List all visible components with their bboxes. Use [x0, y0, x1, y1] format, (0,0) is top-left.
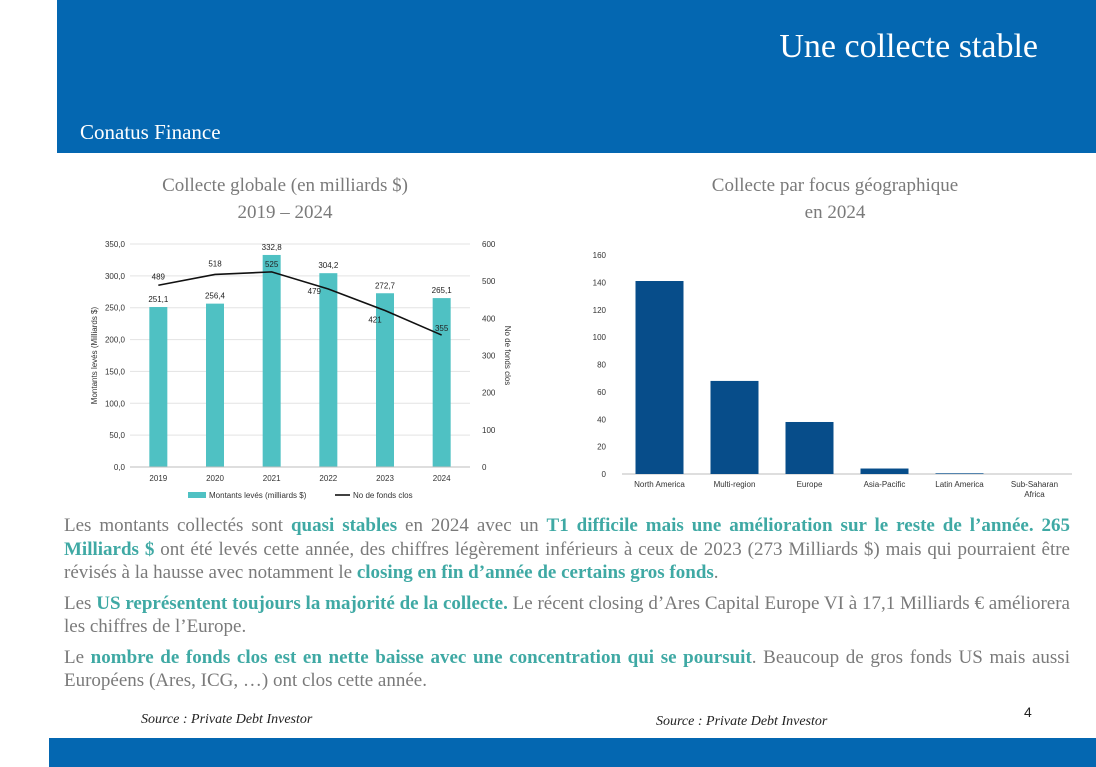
paragraph-3: Le nombre de fonds clos est en nette bai… — [64, 646, 1070, 693]
chart1-bar-label: 251,1 — [148, 295, 169, 304]
chart1-bar — [149, 307, 168, 467]
chart1-bar — [376, 293, 394, 467]
body-text-run: Le récent closing d’Ares Capital Europe … — [64, 592, 1070, 638]
chart2-bar — [935, 473, 984, 474]
chart1-bar — [262, 254, 281, 467]
chart1-svg: 0,0 50,0 100,0 150,0 200,0 250,0 300,0 350,0 0 10… — [90, 240, 512, 500]
chart1-ylabel: Montants levés (Milliards $) — [90, 306, 99, 404]
chart1-legend-bar-swatch — [188, 492, 206, 498]
chart1-legend-bar-label: Montants levés (milliards $) — [209, 491, 307, 500]
chart2-ytick: 80 — [597, 361, 606, 370]
chart2-xtick: Latin America — [935, 480, 984, 489]
chart1-title: Collecte globale (en milliards $) 2019 –… — [100, 172, 470, 226]
chart1-legend-line-label: No de fonds clos — [353, 491, 413, 500]
header-band: Une collecte stable Conatus Finance — [57, 0, 1096, 153]
chart1-ytick: 200,0 — [105, 336, 126, 345]
chart1-y2tick: 300 — [482, 352, 496, 361]
brand-label: Conatus Finance — [80, 120, 221, 144]
slide-title: Une collecte stable — [779, 28, 1038, 65]
commentary: Les montants collectés sont quasi stable… — [64, 514, 1070, 700]
chart2-ytick: 0 — [602, 470, 607, 479]
chart1-title-line2: 2019 – 2024 — [237, 202, 333, 223]
chart2-bar — [860, 468, 909, 474]
chart1-bar-label: 332,8 — [262, 243, 283, 252]
source-left: Source : Private Debt Investor — [141, 712, 313, 727]
chart1-line-label: 355 — [435, 324, 449, 333]
chart2-title: Collecte par focus géographique en 2024 — [640, 172, 1030, 226]
chart1-y2tick: 400 — [482, 314, 496, 323]
chart2-ytick: 100 — [593, 333, 607, 342]
chart1-xtick: 2023 — [376, 474, 394, 483]
highlight-text: closing en fin d’année de certains gros … — [356, 562, 714, 583]
paragraph-1: Les montants collectés sont quasi stable… — [64, 514, 1070, 585]
chart1-title-line1: Collecte globale (en milliards $) — [162, 175, 408, 196]
chart1-xtick: 2020 — [206, 474, 224, 483]
chart2-ytick: 160 — [593, 251, 607, 260]
chart1-y2tick: 500 — [482, 277, 496, 286]
paragraph-2: Les US représentent toujours la majorité… — [64, 592, 1070, 639]
chart1-y2tick: 200 — [482, 389, 496, 398]
chart2-title-line2: en 2024 — [804, 202, 866, 223]
chart2-xtick: Africa — [1024, 490, 1045, 499]
highlight-text: T1 difficile mais une amélioration sur l… — [64, 515, 1071, 560]
chart2-ytick: 120 — [593, 306, 607, 315]
chart2-bar — [635, 281, 684, 474]
chart1-line-label: 518 — [208, 259, 222, 268]
chart1-line-series — [158, 271, 442, 336]
highlight-text: US représentent toujours la majorité de … — [96, 592, 508, 614]
chart1-y2tick: 600 — [482, 240, 496, 249]
chart1-ytick: 0,0 — [114, 463, 126, 472]
body-text-run: . — [713, 562, 719, 583]
chart1-ytick: 350,0 — [105, 240, 126, 249]
chart1-ytick: 50,0 — [109, 431, 125, 440]
chart2-ytick: 140 — [593, 278, 607, 287]
page-number: 4 — [1024, 704, 1032, 720]
chart2-ytick: 20 — [597, 443, 606, 452]
chart2-title-line1: Collecte par focus géographique — [711, 175, 959, 196]
chart2-xtick: Sub-Saharan — [1011, 480, 1058, 489]
chart1-xtick: 2022 — [319, 474, 337, 483]
chart2-bar — [710, 380, 759, 474]
chart1-y2tick: 0 — [482, 463, 487, 472]
chart1-xtick: 2021 — [263, 474, 281, 483]
body-text-run: Les montants collectés sont — [64, 515, 291, 536]
chart1-bar-label: 256,4 — [205, 292, 226, 301]
chart1-xtick: 2019 — [149, 474, 167, 483]
chart1-y2label: No de fonds clos — [503, 326, 512, 386]
chart1-bar — [432, 298, 451, 467]
chart1-bar — [206, 303, 224, 467]
chart2-ytick: 40 — [597, 415, 606, 424]
chart2-xtick: Asia-Pacific — [864, 480, 906, 489]
chart2-bar — [785, 421, 834, 474]
body-text-run: ont été levés cette année, des chiffres … — [64, 538, 1070, 584]
chart2-xtick: Europe — [797, 480, 823, 489]
chart1-line-label: 421 — [368, 316, 382, 325]
chart1-bar-label: 304,2 — [318, 261, 339, 270]
chart1-ytick: 150,0 — [105, 367, 126, 376]
footer-band — [49, 738, 1096, 767]
chart1-ytick: 250,0 — [105, 304, 126, 313]
highlight-text: quasi stables — [290, 515, 398, 536]
chart1-line-label: 525 — [265, 260, 279, 269]
chart1-bar — [319, 273, 338, 467]
body-text-run: Le — [64, 646, 91, 668]
body-text-run: Les — [64, 592, 97, 614]
body-text-run: en 2024 avec un — [397, 515, 547, 536]
chart1-xtick: 2024 — [433, 474, 451, 483]
body-text-run: . Beaucoup de gros fonds US mais aussi E… — [64, 646, 1070, 692]
source-right: Source : Private Debt Investor — [656, 714, 828, 729]
highlight-text: nombre de fonds clos est en nette baisse… — [90, 646, 752, 668]
chart2-svg: 0 20 40 60 80 100 120 140 160 North America Multi-… — [593, 251, 1072, 499]
chart2-xtick: North America — [634, 480, 685, 489]
chart1-ytick: 300,0 — [105, 272, 126, 281]
chart2-xtick: Multi-region — [714, 480, 756, 489]
chart1-y2tick: 100 — [482, 426, 496, 435]
chart1-line-label: 489 — [152, 272, 166, 281]
chart1-line-label: 479 — [308, 287, 322, 296]
chart1-bar-label: 272,7 — [375, 281, 396, 290]
chart1-ytick: 100,0 — [105, 399, 126, 408]
chart1-bar-label: 265,1 — [432, 286, 453, 295]
chart2-ytick: 60 — [597, 388, 606, 397]
